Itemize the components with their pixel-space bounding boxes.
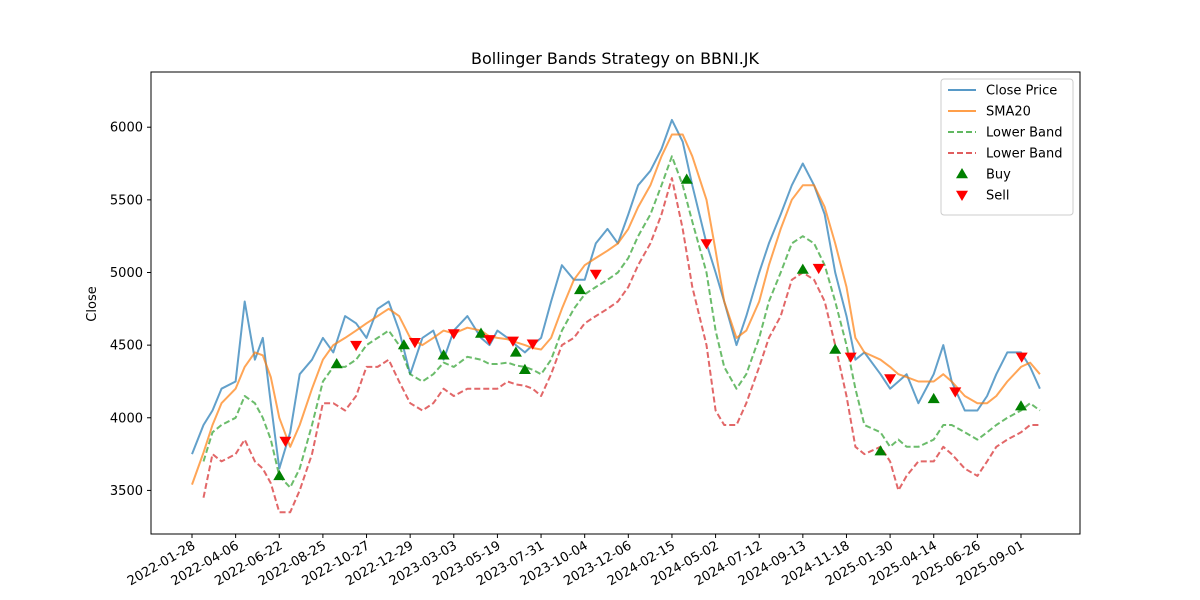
legend-swatch <box>956 190 968 201</box>
sell-marker <box>812 263 825 275</box>
legend-label: Lower Band <box>986 147 1062 162</box>
buy-marker <box>273 469 286 481</box>
y-axis-label: Close <box>85 286 100 321</box>
buy-marker <box>509 346 522 357</box>
sma20-line <box>191 133 1041 485</box>
y-axis: 3500 4000 4500 5000 5500 6000 <box>110 121 151 499</box>
sell-marker <box>447 329 460 340</box>
legend-swatch <box>956 168 968 179</box>
close-price-line <box>191 118 1041 470</box>
legend-label: Buy <box>986 168 1011 183</box>
legend-label: Sell <box>986 189 1009 204</box>
sell-marker <box>949 387 962 398</box>
sell-marker <box>589 269 602 280</box>
sell-marker <box>526 339 539 350</box>
legend: Close Price SMA20 Lower Band Lower Band Buy S… <box>940 78 1074 216</box>
buy-marker <box>518 363 531 374</box>
sell-marker <box>408 338 421 349</box>
y-tick-label: 3500 <box>110 484 143 499</box>
sell-marker <box>844 352 857 363</box>
chart-title: Bollinger Bands Strategy on BBNI.JK <box>471 49 760 68</box>
legend-box <box>940 78 1074 216</box>
lower-band-red-line <box>202 177 1040 514</box>
buy-marker <box>330 358 343 369</box>
sell-marker <box>884 374 897 385</box>
buy-marker <box>680 173 693 184</box>
sell-marker <box>700 239 713 250</box>
legend-label: SMA20 <box>986 105 1031 120</box>
buy-marker <box>574 283 586 295</box>
sell-marker <box>483 335 496 346</box>
buy-marker <box>874 445 887 456</box>
buy-marker <box>437 349 450 360</box>
sell-marker <box>279 436 292 447</box>
buy-marker <box>829 343 842 354</box>
y-tick-label: 4500 <box>110 339 143 354</box>
legend-label: Close Price <box>986 84 1057 99</box>
sell-marker <box>507 336 519 347</box>
buy-marker <box>796 263 809 274</box>
buy-marker <box>397 339 410 350</box>
y-tick-label: 5500 <box>110 193 143 208</box>
y-tick-label: 4000 <box>110 411 143 426</box>
y-tick-label: 6000 <box>110 121 143 136</box>
sell-marker <box>350 340 363 352</box>
buy-marker <box>927 392 940 404</box>
y-tick-label: 5000 <box>110 266 143 281</box>
plot-area-frame <box>150 71 1081 535</box>
buy-marker <box>1015 400 1027 411</box>
marker-layer <box>273 173 1028 481</box>
sell-marker <box>1015 352 1028 363</box>
legend-label: Lower Band <box>986 126 1062 141</box>
